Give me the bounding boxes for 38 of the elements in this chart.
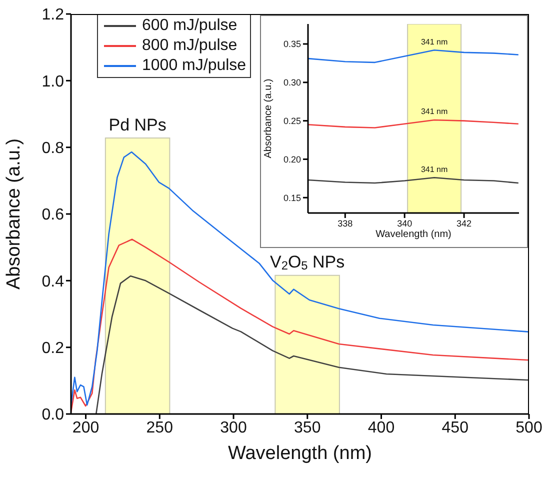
x-tick-label: 500 xyxy=(516,419,542,436)
y-tick-label: 0.30 xyxy=(283,78,301,88)
x-tick-label: 250 xyxy=(146,419,174,436)
y-tick-label: 0.15 xyxy=(283,192,301,203)
y-tick-label: 0.25 xyxy=(283,116,301,126)
x-tick-label: 450 xyxy=(442,419,469,436)
x-tick-label: 340 xyxy=(397,218,412,228)
x-tick-label: 300 xyxy=(220,419,247,436)
x-tick-label: 350 xyxy=(294,419,321,436)
y-tick-label: 1.2 xyxy=(42,6,64,24)
annotation: 341 nm xyxy=(420,164,448,174)
y-tick-label: 0.20 xyxy=(283,154,301,164)
x-tick-label: 338 xyxy=(338,218,353,228)
x-tick-label: 200 xyxy=(72,419,100,436)
x-axis-title: Wavelength (nm) xyxy=(374,228,452,241)
y-tick-label: 0.2 xyxy=(42,340,64,358)
x-axis-title: Wavelength (nm) xyxy=(227,442,373,466)
legend-label: 600 mJ/pulse xyxy=(142,16,238,36)
y-axis-title: Absorbance (a.u.) xyxy=(262,78,274,158)
y-tick-label: 0.6 xyxy=(42,206,64,224)
x-tick-label: 342 xyxy=(456,218,472,228)
inset-frame: Absorbance (a.u.) 341 nm 341 nm 341 nm 338 340 342 0.15 0.20 0.25 0.30 0.35 Wavelength (nm) xyxy=(260,15,528,248)
line-series xyxy=(308,49,519,64)
band-label: V$_{2}$O$_{5}$ NPs xyxy=(270,252,345,272)
x-tick-label: 400 xyxy=(368,419,395,436)
annotation: 341 nm xyxy=(420,36,448,46)
line-series xyxy=(95,275,529,414)
y-tick-label: 0.8 xyxy=(42,140,64,158)
y-tick-label: 0.4 xyxy=(42,273,64,290)
y-axis-title: Absorbance (a.u.) xyxy=(2,138,24,290)
legend-label: 800 mJ/pulse xyxy=(142,36,238,56)
band-label: Pd NPs xyxy=(108,114,166,134)
legend-label: 1000 mJ/pulse xyxy=(142,56,246,76)
y-tick-label: 0.35 xyxy=(283,39,301,50)
annotation: 341 nm xyxy=(420,106,448,116)
y-tick-label: 1.0 xyxy=(42,73,64,90)
y-tick-label: 0.0 xyxy=(42,406,64,424)
line-series xyxy=(308,119,519,128)
